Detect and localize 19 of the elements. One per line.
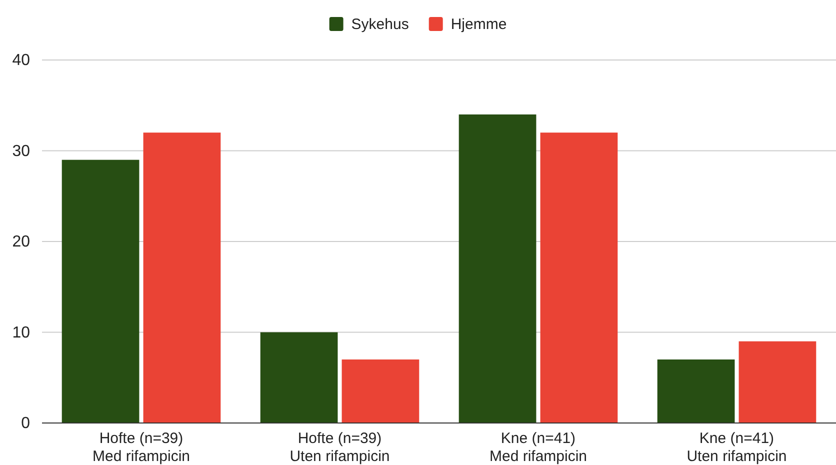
x-tick-label: Hofte (n=39) Uten rifampicin bbox=[290, 430, 390, 465]
x-tick-label: Kne (n=41) Uten rifampicin bbox=[686, 430, 787, 465]
y-tick-label: 20 bbox=[12, 234, 30, 251]
bar bbox=[62, 160, 140, 423]
y-tick-label: 0 bbox=[21, 415, 30, 432]
y-tick-label: 10 bbox=[12, 324, 30, 342]
bar bbox=[657, 359, 735, 423]
bar bbox=[342, 359, 420, 423]
y-tick-label: 30 bbox=[12, 142, 30, 160]
bar bbox=[260, 332, 338, 423]
bar bbox=[540, 132, 618, 423]
x-tick-label: Hofte (n=39) Med rifampicin bbox=[92, 430, 190, 465]
legend-label: Sykehus bbox=[351, 16, 409, 33]
bar bbox=[458, 114, 536, 423]
y-tick-label: 40 bbox=[12, 52, 30, 70]
x-tick-label: Kne (n=41) Med rifampicin bbox=[489, 430, 588, 465]
bar bbox=[738, 341, 816, 423]
bar bbox=[143, 132, 221, 423]
legend-label: Hjemme bbox=[450, 16, 507, 33]
